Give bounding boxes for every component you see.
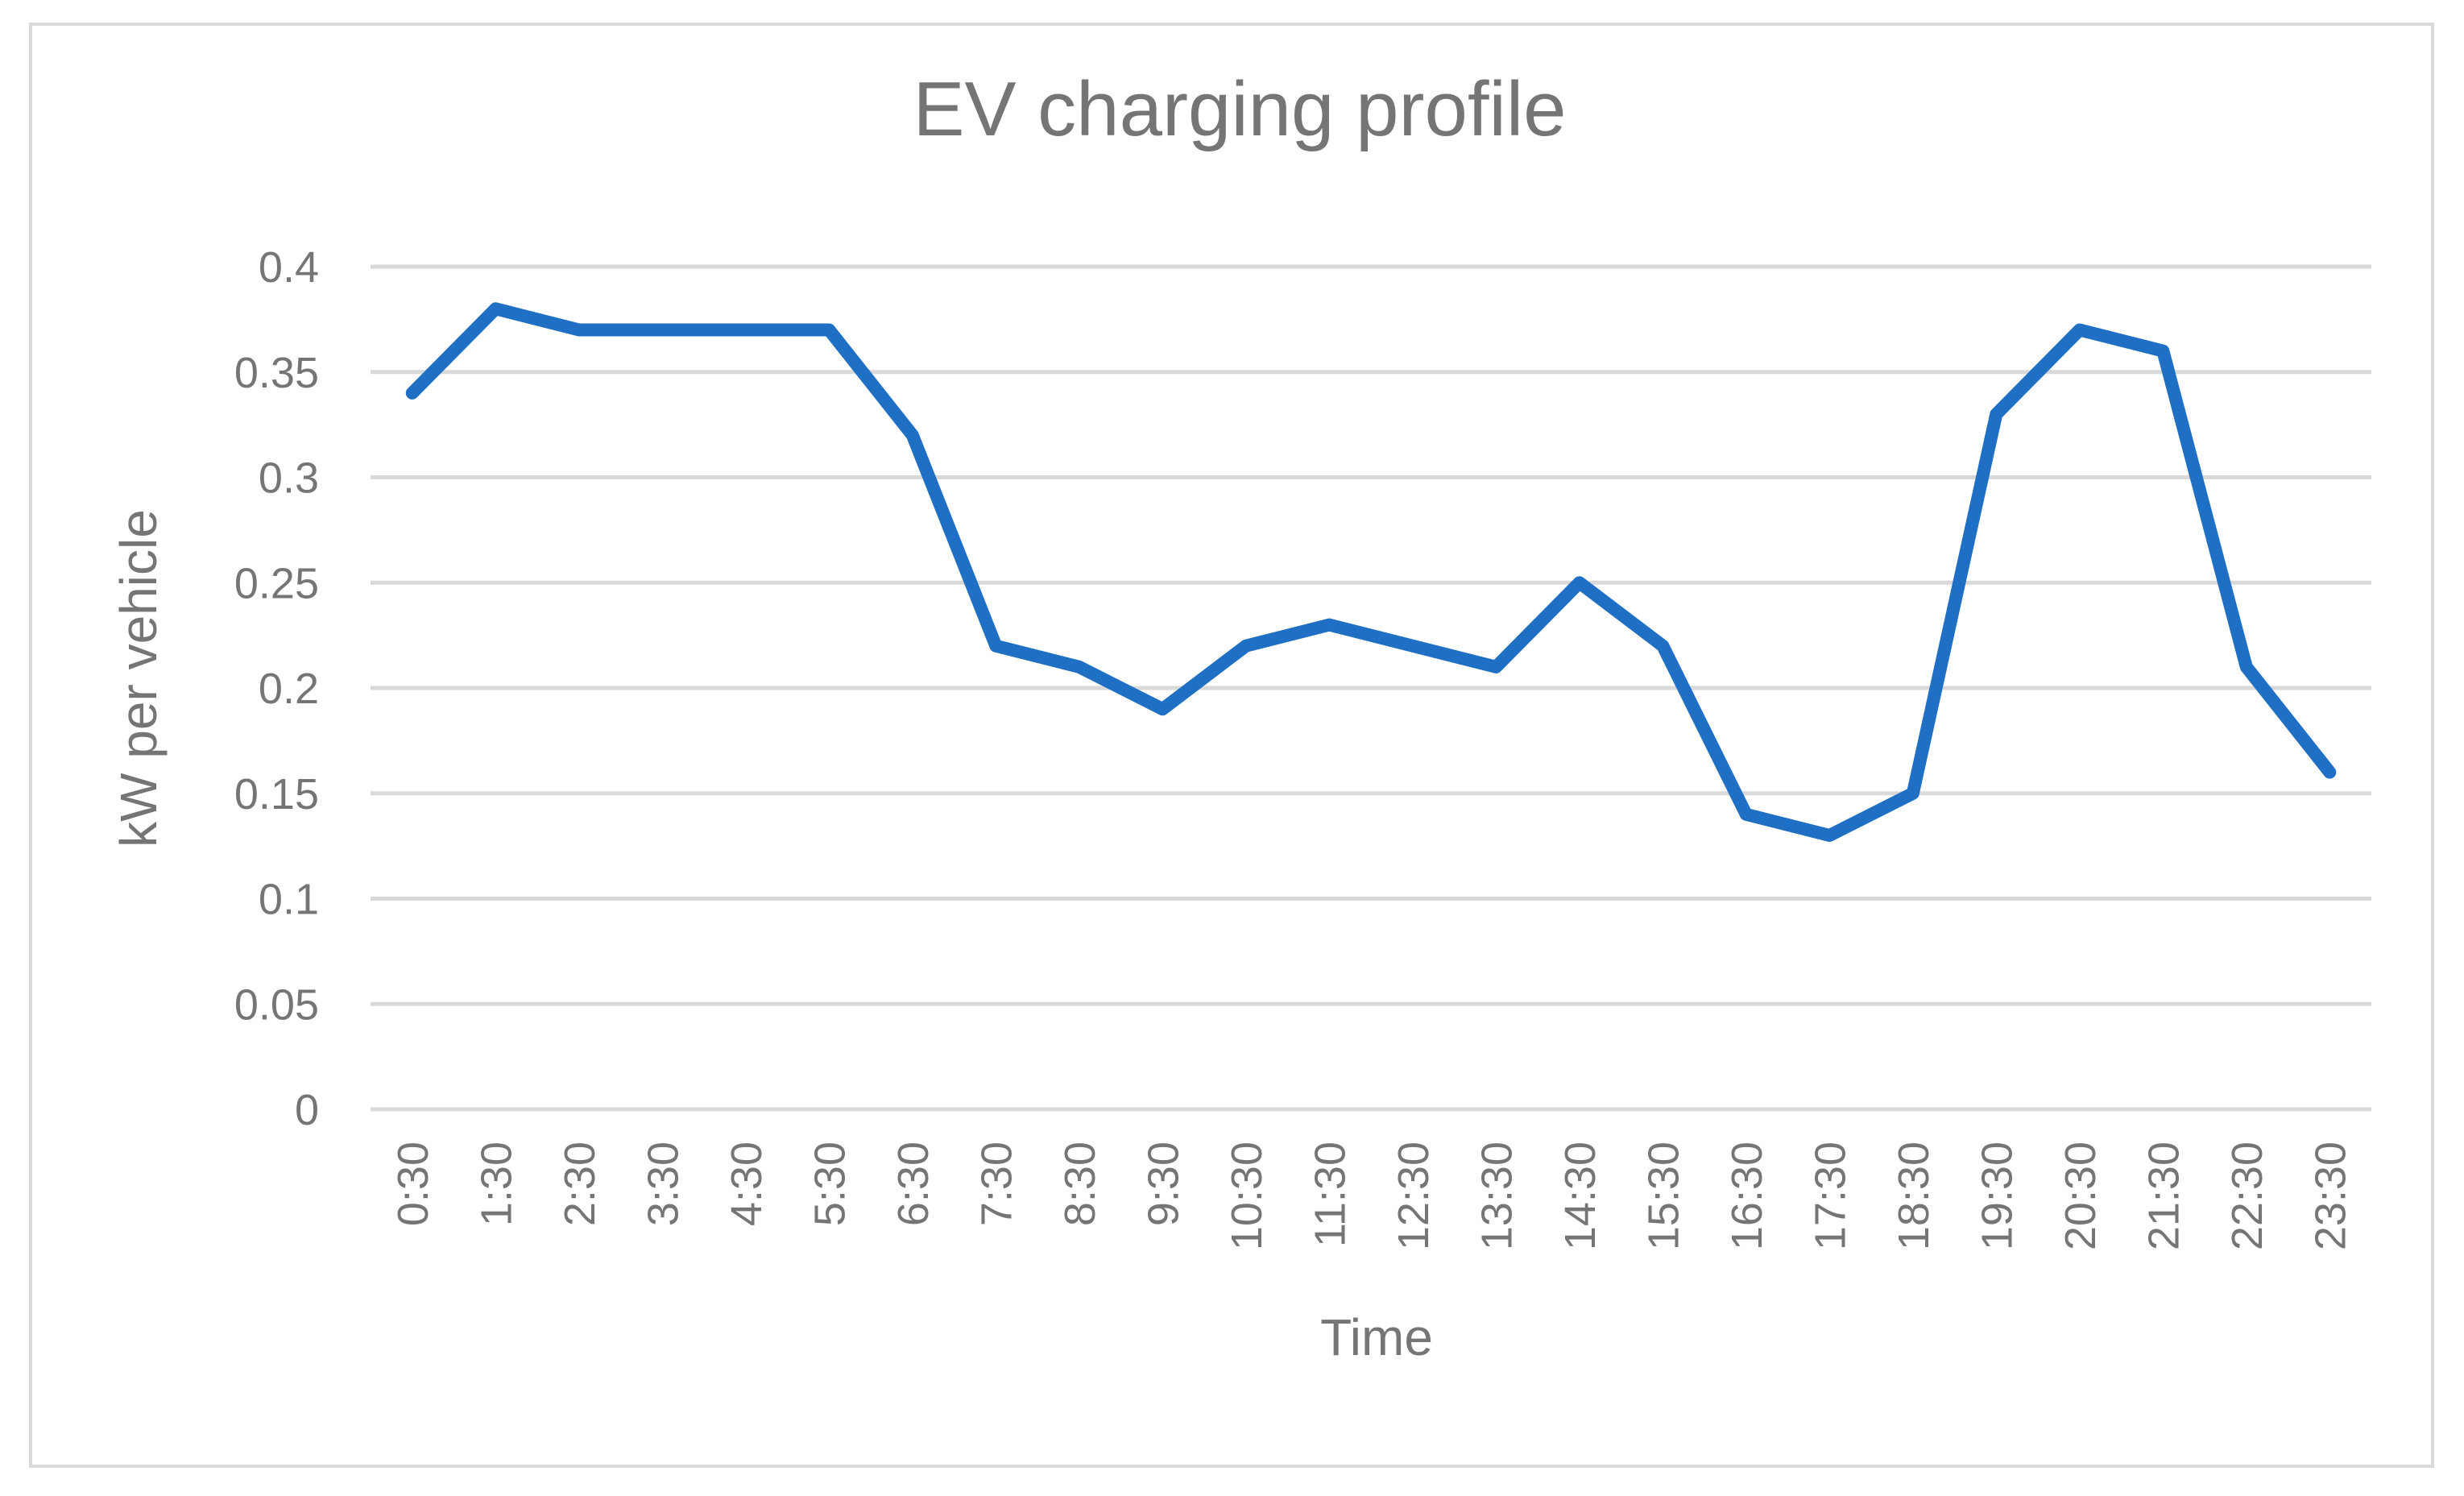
x-tick-label: 15:30: [1639, 1142, 1688, 1250]
x-tick-label: 23:30: [2306, 1142, 2354, 1250]
y-tick-label: 0.3: [259, 454, 319, 503]
gridlines: [371, 264, 2371, 1112]
x-tick-label: 3:30: [639, 1142, 687, 1226]
x-axis-tick-labels: 0:30 1:30 2:30 3:30 4:30 5:30 6:30 7:30 8:30 9:30…: [389, 1142, 2355, 1250]
y-tick-label: 0: [295, 1086, 319, 1134]
x-tick-label: 5:30: [805, 1142, 854, 1226]
x-tick-label: 17:30: [1806, 1142, 1854, 1250]
x-tick-label: 18:30: [1890, 1142, 1938, 1250]
y-tick-label: 0.05: [234, 980, 319, 1029]
y-tick-label: 0.1: [259, 876, 319, 924]
x-tick-label: 21:30: [2139, 1142, 2188, 1250]
y-tick-label: 0.35: [234, 349, 319, 397]
x-tick-label: 6:30: [889, 1142, 938, 1226]
series-line: [405, 302, 2337, 842]
y-tick-label: 0.4: [259, 243, 319, 292]
x-axis-title: Time: [1320, 1308, 1433, 1366]
line-chart: EV charging profile 00.050.10.150.20.250…: [110, 66, 2371, 1366]
x-tick-label: 12:30: [1389, 1142, 1438, 1250]
x-tick-label: 14:30: [1556, 1142, 1605, 1250]
chart-frame: EV charging profile 0 0.05 0.1 0.15 0.2 0.25 0…: [29, 23, 2434, 1468]
x-tick-label: 13:30: [1472, 1142, 1521, 1250]
x-tick-label: 1:30: [472, 1142, 520, 1226]
x-tick-label: 7:30: [972, 1142, 1021, 1226]
chart-title: EV charging profile: [913, 66, 1566, 152]
y-tick-label: 0.25: [234, 559, 319, 607]
x-tick-label: 10:30: [1223, 1142, 1271, 1250]
x-tick-label: 22:30: [2223, 1142, 2271, 1250]
x-tick-label: 0:30: [389, 1142, 437, 1226]
series-layer: [405, 302, 2337, 842]
x-tick-label: 16:30: [1723, 1142, 1771, 1250]
x-tick-label: 8:30: [1056, 1142, 1104, 1226]
x-tick-label: 11:30: [1306, 1142, 1354, 1247]
x-tick-label: 19:30: [1973, 1142, 2021, 1250]
x-tick-label: 4:30: [723, 1142, 771, 1226]
y-axis-tick-labels: 0 0.05 0.1 0.15 0.2 0.25 0.3 0.35 0.4: [234, 243, 319, 1134]
y-axis-title: kW per vehicle: [110, 509, 168, 847]
x-tick-label: 2:30: [556, 1142, 604, 1226]
x-tick-label: 20:30: [2056, 1142, 2105, 1250]
y-tick-label: 0.2: [259, 665, 319, 713]
x-tick-label: 9:30: [1139, 1142, 1187, 1226]
y-tick-label: 0.15: [234, 770, 319, 818]
